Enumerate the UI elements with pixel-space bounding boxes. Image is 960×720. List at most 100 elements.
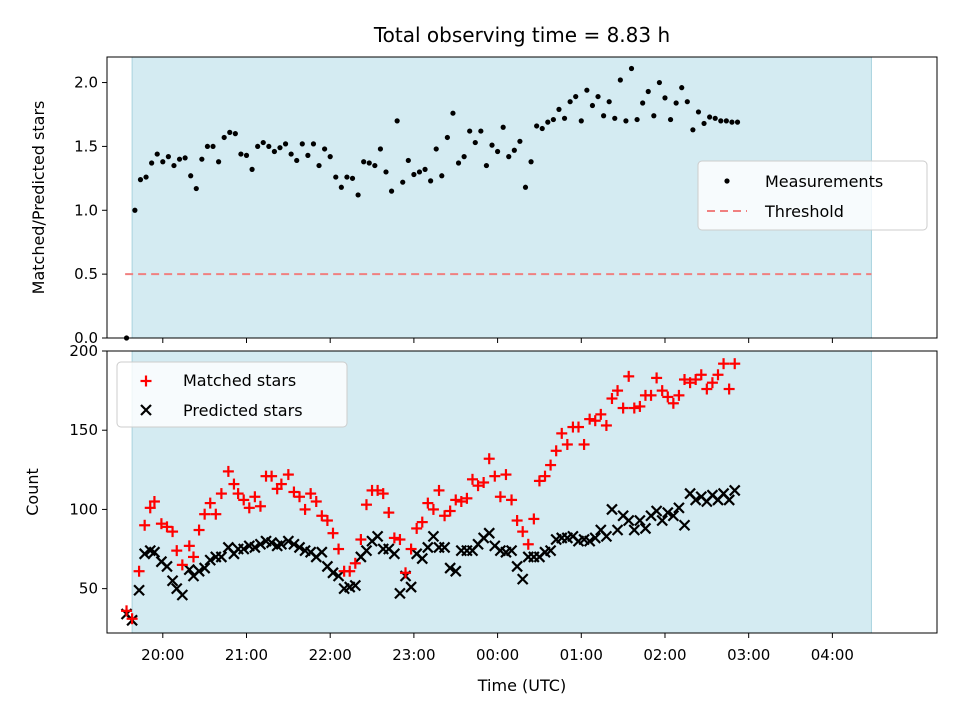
x-tick-label: 01:00 [560,646,603,664]
measurement-point [349,175,356,181]
matched-point [249,491,261,503]
matched-point [383,507,395,519]
measurement-point [316,162,322,169]
predicted-point [198,562,211,574]
measurement-point [322,146,328,152]
predicted-point [422,541,434,554]
matched-point [305,488,317,500]
measurement-point [612,115,618,121]
matched-point [600,419,612,431]
y-tick-label: 150 [69,421,98,439]
measurement-point [651,113,657,119]
matched-point [695,369,707,381]
matched-point [489,470,501,482]
measurement-point [372,162,378,169]
measurement-point [494,148,501,155]
matched-point [706,377,718,389]
predicted-point [148,546,161,558]
matched-point [651,372,663,384]
measurement-point [137,177,144,183]
measurement-point [243,152,250,158]
matched-point [232,488,244,500]
matched-point [199,508,211,520]
measurement-point [383,169,389,175]
matched-point [656,385,668,397]
y-tick-label: 200 [69,342,98,360]
matched-point [528,513,540,525]
measurement-point [656,79,663,86]
predicted-point [689,494,702,506]
matched-point [167,526,179,538]
matched-point [628,402,640,414]
matched-point [539,470,551,482]
measurement-point [165,154,171,160]
matched-point [333,543,345,555]
matched-point [612,385,624,397]
matched-point [161,521,173,533]
matched-point [400,567,412,579]
matched-point [288,486,300,498]
time-x-axis-label: Time (UTC) [477,676,566,695]
measurement-point [143,174,149,180]
x-tick-label: 23:00 [392,646,435,664]
matched-point [275,478,287,490]
measurement-point [444,134,450,141]
measurement-point [478,128,484,134]
measurement-point [483,162,490,169]
measurement-point [355,192,361,198]
matched-point [617,402,629,414]
measurement-point [522,184,529,190]
matched-point [517,526,529,538]
measurement-point [623,118,629,124]
measurement-point [405,157,411,164]
predicted-point [678,519,691,532]
matched-point [455,496,467,508]
matched-point [589,415,601,427]
measurement-point [506,154,512,160]
x-tick-label: 04:00 [811,646,854,664]
matched-point [310,496,322,508]
measurement-point [221,134,227,141]
predicted-point [511,560,523,573]
matched-point [533,475,545,487]
measurement-point [640,100,646,106]
measurement-point [489,142,495,148]
predicted-point [371,530,384,543]
measurement-point [422,166,428,172]
measurement-point [634,116,640,123]
predicted-point [650,505,663,517]
y-tick-label: 1.0 [74,201,98,219]
matched-point [433,484,445,496]
matched-point [148,496,160,508]
count-y-axis-label: Count [23,468,42,516]
count-plot-frame [106,350,938,634]
matched-point [450,494,462,506]
matched-point [243,502,255,514]
matched-point [222,465,234,477]
matched-point [511,515,523,527]
measurement-point [578,118,584,124]
x-tick-label: 00:00 [476,646,519,664]
measurement-point [160,159,166,165]
matched-point [684,377,696,389]
legend-matched-label: Matched stars [183,371,296,390]
matched-point [483,453,495,465]
predicted-point [288,538,300,551]
ratio-x-axis-ticks [162,338,833,343]
matched-point [187,551,199,563]
matched-point [144,502,156,514]
measurement-point [617,77,623,83]
matched-point [723,383,735,395]
count-y-axis: 50 100 150 200 [69,342,107,598]
time-x-axis: 20:00 21:00 22:00 23:00 00:00 01:00 02:00 03:00… [141,633,854,664]
measurement-point [227,129,233,135]
measurement-point [416,169,423,175]
matched-point [550,445,562,457]
matched-point [176,559,188,571]
measurement-point [255,143,261,150]
matched-point [139,519,151,531]
measurement-point [428,178,434,184]
ratio-legend: Measurements Threshold [697,160,928,231]
measurement-point [550,116,556,123]
